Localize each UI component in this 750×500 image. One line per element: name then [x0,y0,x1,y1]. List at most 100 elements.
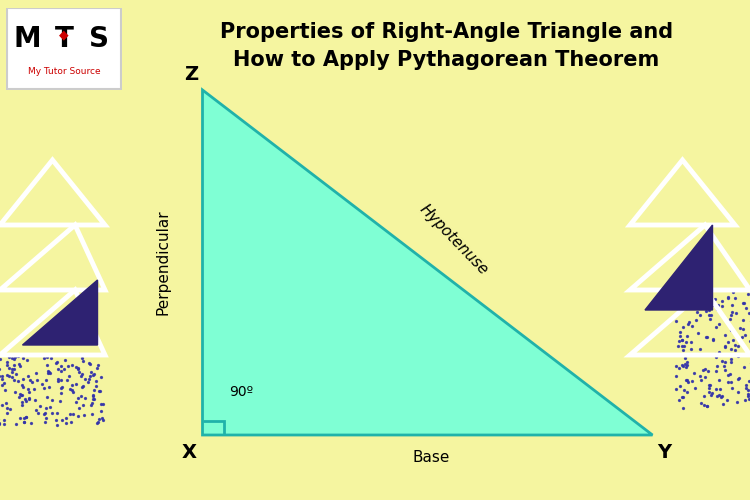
Point [44,354,56,362]
Point [680,338,692,345]
Point [674,328,686,336]
Polygon shape [202,90,652,435]
Point [742,386,750,394]
Point [74,404,86,412]
Point [708,301,720,309]
Point [58,365,70,373]
Point [86,368,98,376]
Point [709,350,721,358]
Point [82,378,94,386]
Point [698,402,709,409]
Point [10,420,22,428]
Text: Z: Z [184,66,198,84]
Point [725,358,737,366]
Point [704,314,716,322]
Point [16,383,28,391]
Point [51,420,63,428]
Point [26,378,38,386]
Point [42,368,54,376]
Point [76,392,88,400]
Point [730,346,742,354]
Point [30,370,42,378]
Point [670,385,682,393]
Point [707,336,719,344]
Point [13,393,26,401]
Point [689,384,701,392]
Point [42,367,54,375]
Point [695,398,707,406]
Point [722,294,734,302]
Point [716,392,728,400]
Point [86,401,98,409]
Point [14,362,26,370]
Point [70,380,82,388]
Point [76,370,88,378]
Text: Y: Y [657,443,670,462]
Point [724,370,736,378]
Point [22,372,34,380]
Point [684,287,696,295]
Point [16,391,28,399]
Point [56,383,68,391]
Point [747,386,750,394]
Point [62,362,74,370]
Point [728,288,740,296]
Point [88,386,100,394]
Point [83,372,95,380]
Point [706,389,718,397]
Point [40,394,53,402]
Point [713,348,725,356]
Point [686,377,698,385]
Point [77,382,89,390]
Point [676,336,688,344]
Point [679,354,691,362]
Point [740,384,750,392]
Point [19,394,31,402]
Point [727,336,739,344]
Point [749,316,750,324]
Point [749,384,750,392]
Point [8,364,20,372]
Point [98,416,109,424]
Point [55,389,67,397]
Point [722,378,734,386]
Point [0,402,8,409]
Point [674,382,686,390]
Point [87,395,99,403]
Point [680,364,692,372]
Point [44,404,55,411]
Point [712,302,724,310]
Point [743,309,750,317]
Point [88,395,100,403]
Point [16,402,28,409]
Point [20,412,32,420]
Point [685,338,697,346]
Point [686,322,698,330]
Point [46,396,58,404]
Point [733,374,745,382]
Text: X: X [182,443,196,462]
Point [93,386,105,394]
Point [98,400,109,408]
Point [34,402,46,410]
Point [676,346,688,354]
Point [40,376,52,384]
Point [11,352,23,360]
Point [731,375,743,383]
Point [680,376,692,384]
Point [82,358,94,366]
Point [692,329,704,337]
Point [7,366,19,374]
Point [689,316,701,324]
Point [0,386,11,394]
Point [15,390,27,398]
Point [740,381,750,389]
Point [55,362,67,370]
Point [38,410,50,418]
Point [83,374,95,382]
Point [716,297,728,305]
Point [682,378,694,386]
Point [711,362,723,370]
Point [686,346,698,354]
Point [713,376,725,384]
